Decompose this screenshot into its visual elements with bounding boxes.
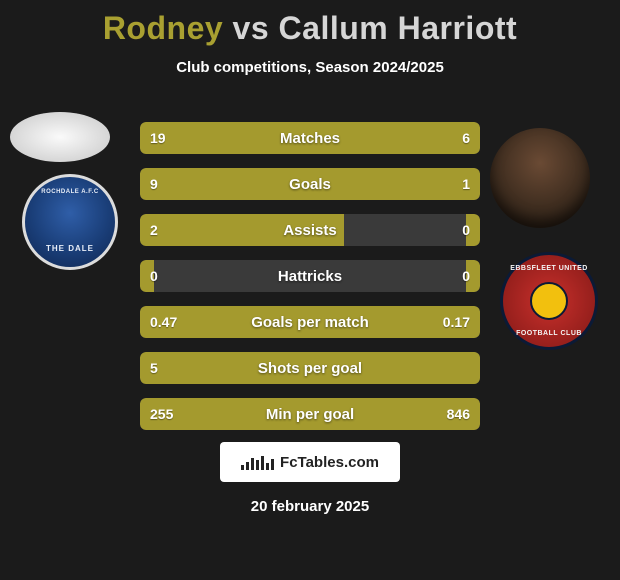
stat-label: Shots per goal — [140, 352, 480, 384]
stat-row: 20Assists — [140, 214, 480, 246]
badge2-inner-circle — [530, 282, 568, 320]
stats-container: 196Matches 91Goals 20Assists 00Hattricks 0.4… — [140, 122, 480, 444]
vs-text: vs — [233, 10, 270, 46]
stat-label: Assists — [140, 214, 480, 246]
stat-label: Goals per match — [140, 306, 480, 338]
watermark-text: FcTables.com — [280, 454, 379, 471]
stat-row: 0.470.17Goals per match — [140, 306, 480, 338]
player2-name: Callum Harriott — [279, 10, 518, 46]
stat-label: Min per goal — [140, 398, 480, 430]
stat-row: 196Matches — [140, 122, 480, 154]
stat-label: Hattricks — [140, 260, 480, 292]
player2-avatar — [490, 128, 590, 228]
badge2-bottom-text: FOOTBALL CLUB — [503, 330, 595, 337]
stat-row: 00Hattricks — [140, 260, 480, 292]
player2-club-badge: EBBSFLEET UNITED FOOTBALL CLUB — [500, 252, 598, 350]
stat-row: 91Goals — [140, 168, 480, 200]
stat-label: Goals — [140, 168, 480, 200]
player1-name: Rodney — [103, 10, 223, 46]
stat-row: 5Shots per goal — [140, 352, 480, 384]
watermark-bars-icon — [241, 454, 274, 470]
stat-label: Matches — [140, 122, 480, 154]
badge1-top-text: ROCHDALE A.F.C — [25, 189, 115, 195]
badge2-top-text: EBBSFLEET UNITED — [503, 265, 595, 272]
comparison-title: Rodney vs Callum Harriott — [0, 0, 620, 47]
stat-row: 255846Min per goal — [140, 398, 480, 430]
player1-club-badge: ROCHDALE A.F.C THE DALE — [22, 174, 118, 270]
watermark: FcTables.com — [220, 442, 400, 482]
date-text: 20 february 2025 — [0, 498, 620, 515]
badge1-bottom-text: THE DALE — [25, 244, 115, 253]
player1-avatar — [10, 112, 110, 162]
subtitle: Club competitions, Season 2024/2025 — [0, 59, 620, 76]
